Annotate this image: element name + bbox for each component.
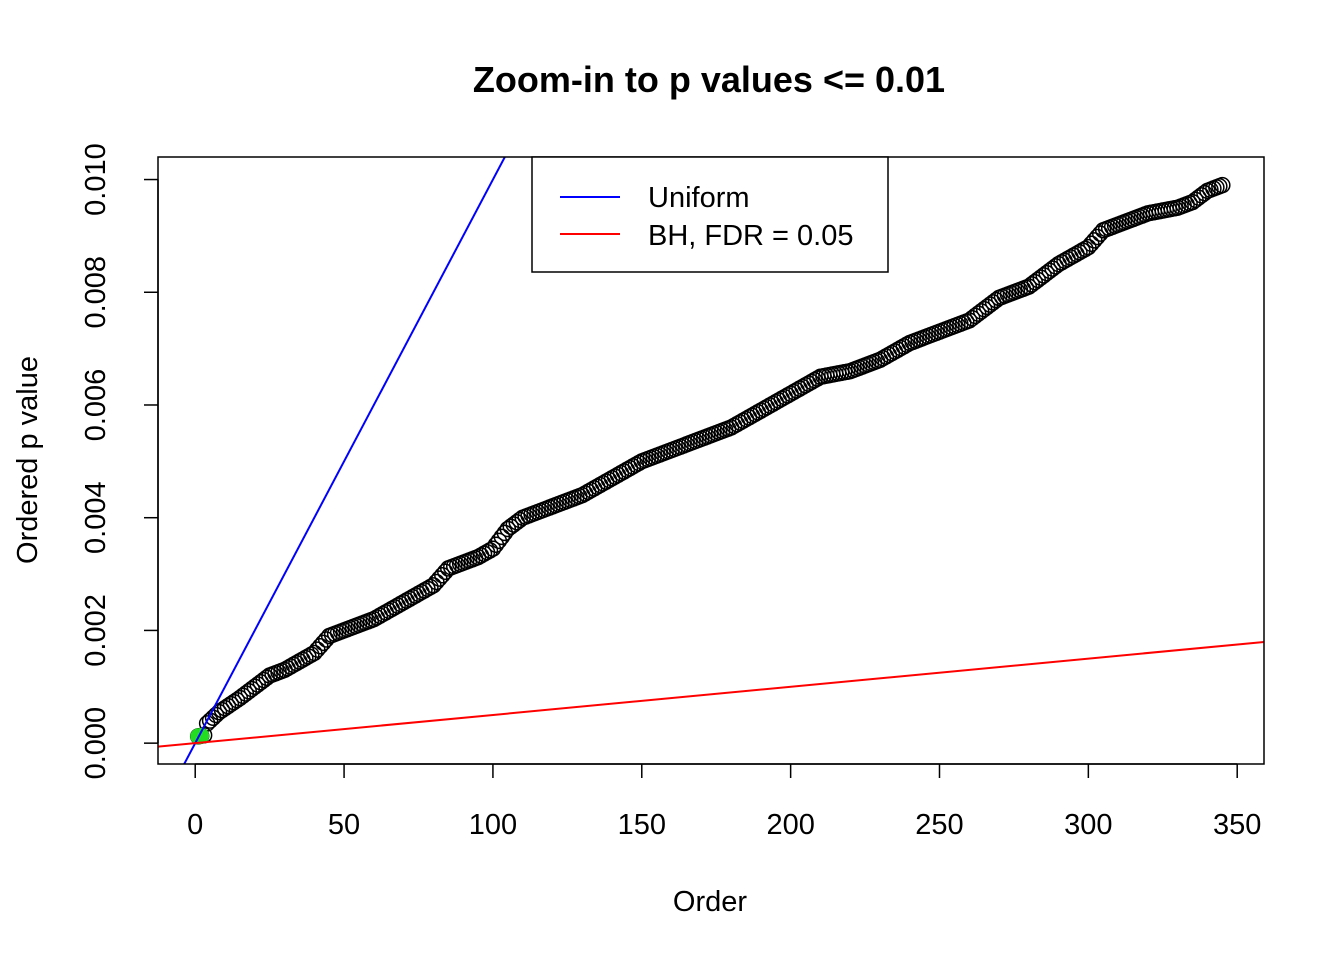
x-tick-label: 0 xyxy=(187,809,203,841)
data-point xyxy=(1077,240,1094,258)
y-tick-label: 0.006 xyxy=(80,369,112,442)
y-axis-label: Ordered p value xyxy=(12,356,44,564)
lines-layer xyxy=(158,157,1264,764)
data-point xyxy=(422,578,439,596)
chart-title: Zoom-in to p values <= 0.01 xyxy=(473,59,945,100)
uniform-line xyxy=(183,157,506,764)
legend-box xyxy=(531,156,889,273)
x-tick-label: 100 xyxy=(469,809,517,841)
legend: Uniform BH, FDR = 0.05 xyxy=(531,156,889,273)
y-tick-label: 0.004 xyxy=(80,481,112,554)
data-point xyxy=(303,646,320,663)
y-tick-label: 0.002 xyxy=(80,594,112,667)
x-axis: 0 50 100 150 200 250 300 350 xyxy=(187,763,1261,841)
y-tick-label: 0.000 xyxy=(80,707,112,780)
points-layer xyxy=(189,176,1231,745)
legend-label-uniform: Uniform xyxy=(648,182,750,214)
x-tick-label: 300 xyxy=(1064,809,1112,841)
x-tick-label: 250 xyxy=(915,809,963,841)
y-tick-label: 0.010 xyxy=(80,143,112,216)
x-axis-label: Order xyxy=(673,886,747,918)
y-axis: 0.000 0.002 0.004 0.006 0.008 0.010 xyxy=(80,143,159,780)
data-point xyxy=(481,542,499,559)
data-point xyxy=(1044,260,1061,277)
x-tick-label: 200 xyxy=(766,809,814,841)
data-point xyxy=(496,524,514,542)
data-point xyxy=(1214,176,1231,194)
bh-line xyxy=(158,640,1264,748)
x-tick-label: 50 xyxy=(328,809,360,841)
y-tick-label: 0.008 xyxy=(80,256,112,329)
legend-label-bh: BH, FDR = 0.05 xyxy=(648,220,854,252)
x-tick-label: 350 xyxy=(1213,809,1261,841)
x-tick-label: 150 xyxy=(618,809,666,841)
